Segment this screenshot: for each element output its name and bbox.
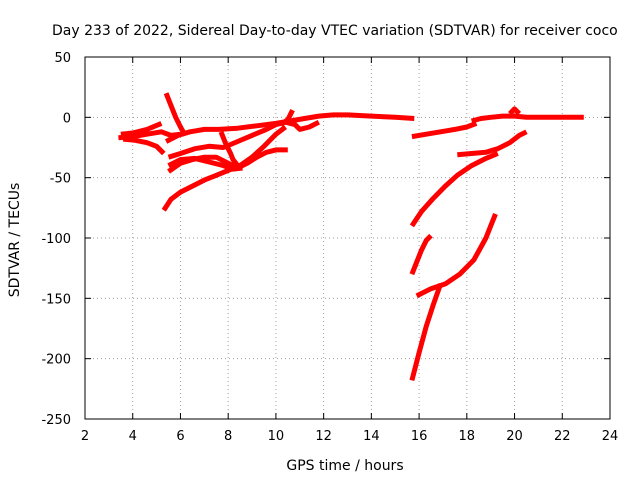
x-tick-label: 12 [315,429,332,444]
y-tick-label: 0 [63,111,71,126]
series-line [457,129,528,158]
y-tick-label: -150 [41,292,71,307]
series-line [118,129,181,141]
x-tick-label: 16 [411,429,428,444]
series-line [279,108,295,127]
y-tick-label: -200 [41,353,71,368]
series-line [167,119,321,160]
grid [85,57,610,419]
series-line [409,151,499,228]
x-tick-label: 6 [176,429,184,444]
x-tick-label: 8 [224,429,232,444]
x-tick-label: 20 [506,429,523,444]
series-line [508,106,522,116]
chart-title: Day 233 of 2022, Sidereal Day-to-day VTE… [52,23,618,39]
series-line [120,121,163,137]
y-tick-label: 50 [54,51,71,66]
y-tick-label: -50 [50,172,71,187]
plot-frame [84,56,611,420]
series-line [161,125,287,212]
x-tick-label: 24 [602,429,619,444]
y-tick-label: -100 [41,232,71,247]
axis-ticks: 2 4 6 8 10 12 14 16 18 20 22 24500-50-100-150-200-2… [41,51,618,444]
series-line [470,113,584,124]
series-line [218,130,240,168]
x-tick-label: 18 [459,429,476,444]
y-axis-label: SDTVAR / TECUs [7,183,23,298]
series-line [409,233,433,276]
series-line [409,283,443,382]
x-tick-label: 14 [363,429,380,444]
x-tick-label: 10 [268,429,285,444]
series-line [411,121,478,140]
x-tick-label: 2 [81,429,89,444]
series-line [415,212,498,299]
x-tick-label: 22 [554,429,571,444]
y-tick-label: -250 [41,413,71,428]
series-group [118,92,584,382]
series-line [163,92,188,137]
x-axis-label: GPS time / hours [286,458,403,474]
series-line [122,136,166,156]
x-tick-label: 4 [129,429,137,444]
